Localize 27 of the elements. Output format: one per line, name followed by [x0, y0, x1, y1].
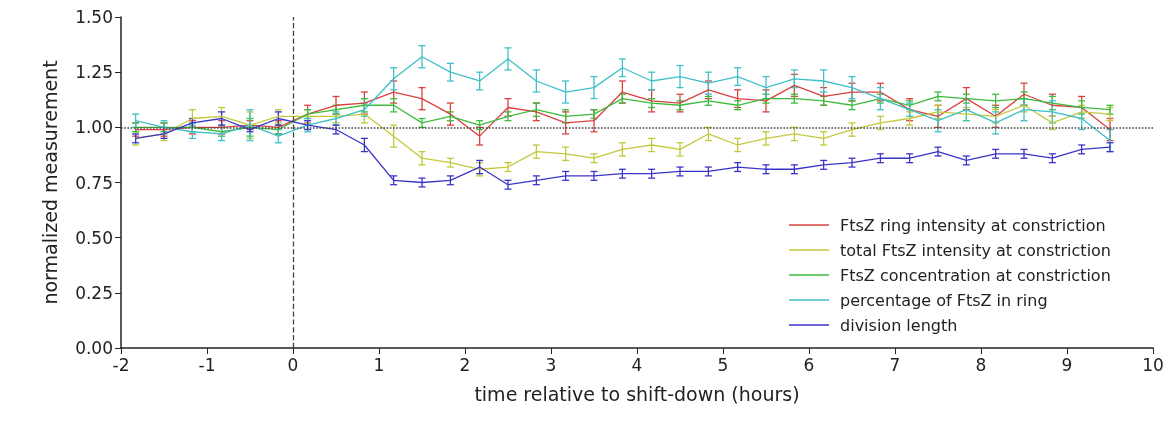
x-tick-label: 7 [889, 354, 901, 375]
legend-label: FtsZ ring intensity at constriction [840, 215, 1106, 235]
x-tick-label: 4 [631, 354, 643, 375]
x-tick-label: 1 [373, 354, 385, 375]
x-tick-label: 8 [975, 354, 987, 375]
legend-label: total FtsZ intensity at constriction [840, 240, 1111, 260]
y-tick-label: 1.50 [75, 7, 113, 27]
x-tick-label: -1 [198, 354, 216, 375]
y-tick-label: 1.25 [75, 62, 113, 83]
x-tick-label: -2 [112, 354, 130, 375]
x-tick-label: 3 [545, 354, 557, 375]
legend-label: percentage of FtsZ in ring [840, 290, 1048, 310]
x-tick-label: 6 [803, 354, 815, 375]
legend-label: division length [840, 315, 958, 335]
x-tick-label: 2 [459, 354, 471, 375]
y-tick-label: 0.75 [75, 172, 113, 193]
x-tick-label: 5 [717, 354, 729, 375]
x-tick-label: 10 [1142, 354, 1164, 375]
x-tick-label: 9 [1061, 354, 1073, 375]
y-tick-label: 0.00 [75, 338, 113, 358]
y-tick-label: 0.25 [75, 282, 113, 303]
y-tick-label: 0.50 [75, 227, 113, 248]
x-tick-label: 0 [287, 354, 299, 375]
legend-label: FtsZ concentration at constriction [840, 265, 1111, 285]
x-axis-title: time relative to shift-down (hours) [474, 382, 800, 405]
y-axis-title: normalized measurement [38, 60, 61, 305]
y-tick-label: 1.00 [75, 117, 113, 138]
